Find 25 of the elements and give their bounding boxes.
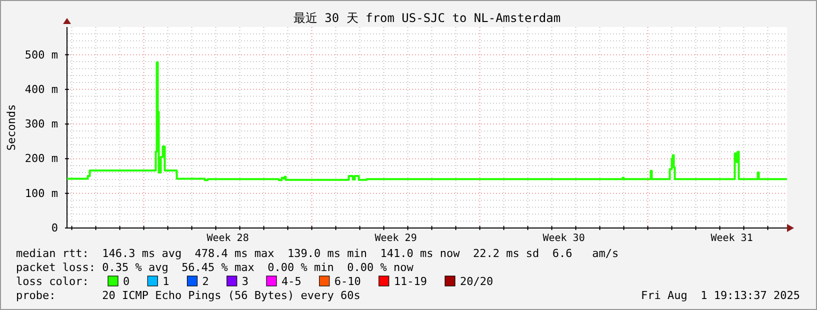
y-tick-label: 400 m [24, 82, 58, 96]
legend-label: 3 [242, 275, 248, 288]
y-tick-label: 500 m [24, 48, 58, 62]
y-tick-label: 200 m [24, 152, 58, 166]
y-tick-label: 300 m [24, 118, 58, 131]
x-tick-label: Week 28 [206, 233, 249, 244]
legend-label: 20/20 [460, 275, 494, 288]
x-tick-label: Week 31 [710, 233, 753, 244]
y-tick-label: 100 m [24, 186, 58, 200]
text: packet loss: 0.35 % avg 56.45 % max 0.00 % min 0.00 % now [16, 261, 414, 274]
text: Fri Aug 1 19:13:37 2025 [641, 289, 800, 302]
legend-label: 6-10 [334, 275, 361, 288]
x-tick-label: Week 30 [542, 233, 585, 244]
chart-title: 最近 30 天 from US-SJC to NL-Amsterdam [293, 11, 561, 25]
y-axis-title: Seconds [5, 104, 18, 151]
x-tick-label: Week 29 [374, 233, 417, 244]
legend-title: loss color: [16, 275, 89, 288]
legend-label: 1 [162, 275, 170, 288]
legend-label: 0 [123, 275, 130, 288]
legend-label: 11-19 [394, 275, 427, 288]
legend-label: 2 [202, 275, 209, 288]
text: probe: 20 ICMP Echo Pings (56 Bytes) every 60s [16, 289, 360, 302]
y-tick-label: 0 [51, 222, 58, 235]
legend-label: 4-5 [282, 275, 302, 288]
text: median rtt: 146.3 ms avg 478.4 ms max 139.0 ms min 141.0 ms now 22.2 ms sd 6.6 am/s [16, 247, 619, 260]
